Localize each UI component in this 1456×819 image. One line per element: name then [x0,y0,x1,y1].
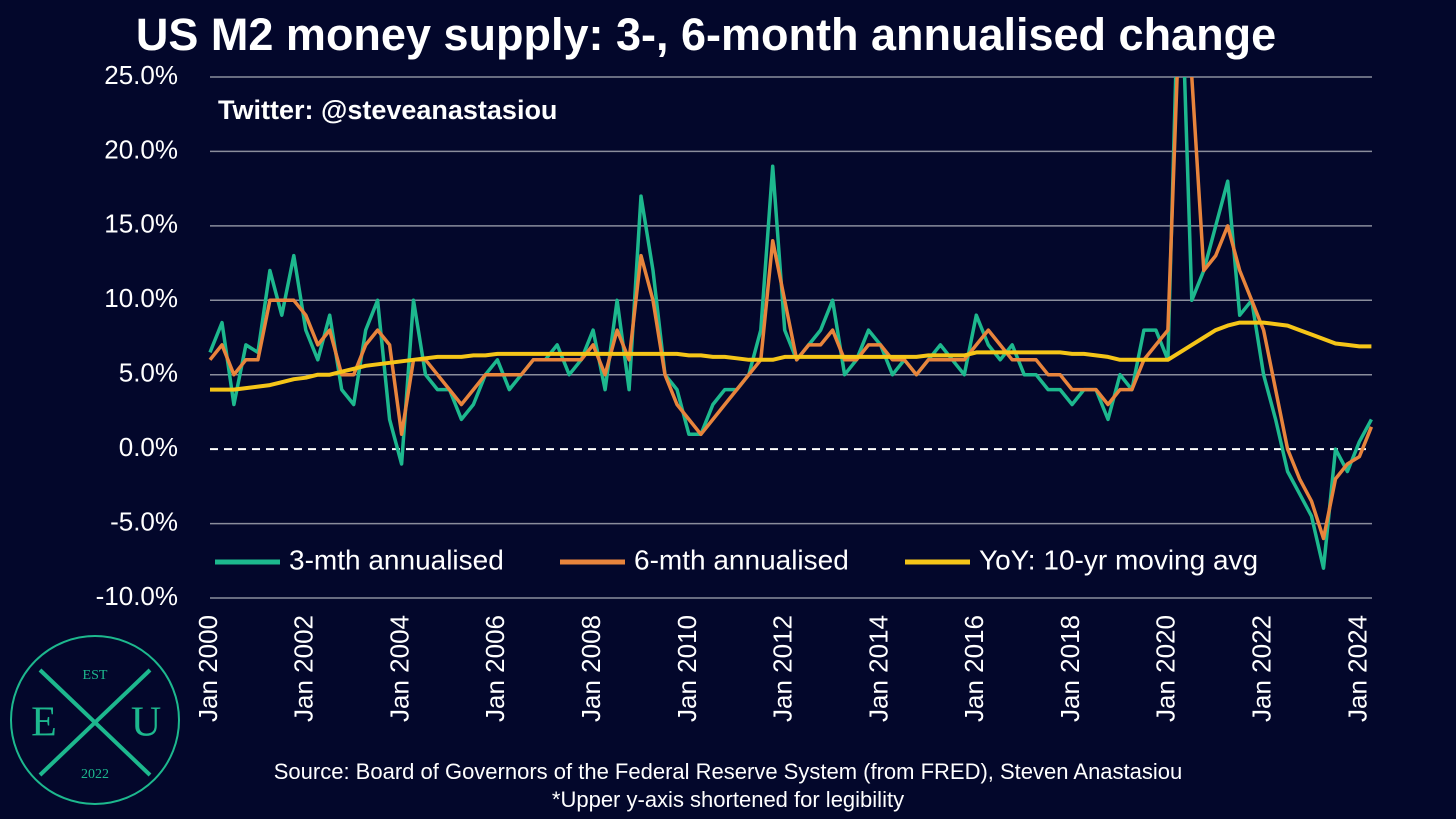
x-tick-label: Jan 2024 [1342,615,1372,722]
legend-label: YoY: 10-yr moving avg [979,544,1258,575]
y-tick-label: 0.0% [119,432,178,462]
series-line [208,77,1373,570]
logo: EST E U 2022 [10,635,180,805]
annotation: Twitter: @steveanastasiou [218,95,557,125]
x-tick-label: Jan 2020 [1151,615,1181,722]
source: Source: Board of Governors of the Federa… [274,759,1183,784]
y-tick-label: 15.0% [104,209,178,239]
x-tick-label: Jan 2008 [576,615,606,722]
logo-text: U [131,700,161,746]
logo-text: E [31,700,57,746]
y-tick-label: 25.0% [104,60,178,90]
logo-text: 2022 [81,767,109,782]
chart-title: US M2 money supply: 3-, 6-month annualis… [136,9,1276,60]
series-line [210,320,1372,392]
x-tick-label: Jan 2010 [672,615,702,722]
x-tick-label: Jan 2018 [1055,615,1085,722]
x-tick-label: Jan 2022 [1247,615,1277,722]
x-tick-label: Jan 2000 [193,615,223,722]
plot-area [208,77,1374,570]
y-tick-label: 5.0% [119,358,178,388]
note: *Upper y-axis shortened for legibility [552,787,904,812]
x-tick-label: Jan 2002 [289,615,319,722]
x-tick-label: Jan 2006 [480,615,510,722]
legend-label: 6-mth annualised [634,544,849,575]
logo-text: EST [83,668,108,683]
y-tick-label: -5.0% [110,506,178,536]
x-tick-label: Jan 2014 [863,615,893,722]
x-tick-label: Jan 2012 [768,615,798,722]
y-tick-label: -10.0% [96,581,178,611]
series-line [208,77,1374,541]
x-tick-label: Jan 2004 [384,615,414,722]
x-tick-label: Jan 2016 [959,615,989,722]
logo-cross [38,668,152,777]
y-tick-label: 20.0% [104,134,178,164]
y-tick-label: 10.0% [104,283,178,313]
legend-label: 3-mth annualised [289,544,504,575]
logo-ring [10,635,180,805]
